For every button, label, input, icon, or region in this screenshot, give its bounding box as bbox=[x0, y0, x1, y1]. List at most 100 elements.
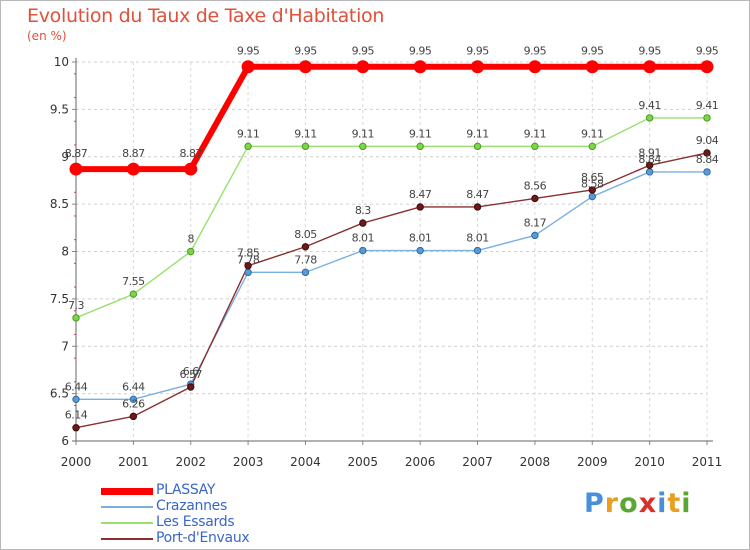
data-point bbox=[359, 246, 367, 255]
data-point bbox=[703, 114, 711, 122]
data-point bbox=[301, 142, 310, 151]
x-tick-label: 2004 bbox=[290, 455, 321, 469]
data-point bbox=[473, 142, 482, 151]
logo-letter: i bbox=[657, 488, 668, 519]
logo-letter: i bbox=[681, 488, 692, 519]
data-point bbox=[126, 162, 140, 176]
data-label: 9.41 bbox=[638, 99, 661, 112]
data-point bbox=[72, 395, 80, 404]
data-label: 7.78 bbox=[237, 253, 260, 266]
data-label: 8 bbox=[187, 233, 194, 246]
data-label: 8.91 bbox=[638, 146, 661, 159]
data-point bbox=[187, 383, 195, 391]
logo-letter: t bbox=[667, 488, 682, 519]
data-label: 7.3 bbox=[68, 299, 84, 312]
y-tick-label: 8 bbox=[61, 245, 69, 259]
x-tick-label: 2001 bbox=[118, 455, 149, 469]
data-point bbox=[645, 114, 654, 122]
legend-item: PLASSAY bbox=[101, 482, 341, 499]
legend-item: Port-d'Envaux bbox=[101, 530, 341, 547]
data-label: 9.11 bbox=[409, 127, 432, 140]
data-label: 9.11 bbox=[294, 127, 317, 140]
data-label: 9.11 bbox=[466, 127, 489, 140]
y-tick-label: 7 bbox=[61, 339, 69, 353]
data-point bbox=[588, 192, 596, 201]
data-label: 9.11 bbox=[352, 127, 375, 140]
data-point bbox=[413, 60, 427, 74]
data-label: 9.95 bbox=[466, 45, 489, 58]
data-label: 8.17 bbox=[524, 216, 547, 229]
data-point bbox=[416, 246, 424, 255]
legend-label: Port-d'Envaux bbox=[156, 530, 250, 546]
x-tick-label: 2005 bbox=[348, 455, 379, 469]
legend-swatch bbox=[101, 487, 153, 495]
data-label: 9.41 bbox=[696, 99, 719, 112]
data-point bbox=[129, 290, 138, 298]
data-label: 9.95 bbox=[696, 45, 719, 58]
y-tick-label: 9.5 bbox=[50, 102, 69, 116]
data-label: 9.95 bbox=[581, 45, 604, 58]
data-point bbox=[531, 231, 539, 240]
x-tick-label: 2007 bbox=[462, 455, 493, 469]
data-label: 8.47 bbox=[466, 188, 489, 201]
data-point bbox=[643, 60, 657, 74]
data-point bbox=[301, 243, 310, 251]
data-point bbox=[473, 203, 482, 211]
data-label: 8.65 bbox=[581, 171, 604, 184]
y-tick-label: 9 bbox=[61, 150, 69, 164]
plot-area bbox=[76, 62, 707, 441]
data-label: 9.11 bbox=[581, 127, 604, 140]
logo-letter: x bbox=[638, 488, 658, 519]
data-label: 7.55 bbox=[122, 275, 145, 288]
data-label: 9.95 bbox=[352, 45, 375, 58]
legend-item: Les Essards bbox=[101, 514, 341, 531]
data-point bbox=[298, 60, 312, 74]
data-point bbox=[645, 168, 654, 176]
data-point bbox=[471, 60, 485, 74]
data-point bbox=[588, 186, 596, 194]
y-unit-label: (en %) bbox=[27, 29, 67, 43]
data-point bbox=[244, 262, 252, 270]
data-label: 6.6 bbox=[183, 365, 199, 378]
data-label: 8.01 bbox=[409, 232, 432, 245]
chart-title: Evolution du Taux de Taxe d'Habitation bbox=[27, 5, 385, 27]
x-tick-label: 2000 bbox=[61, 455, 92, 469]
data-point bbox=[703, 168, 711, 176]
logo-letter: P bbox=[584, 488, 605, 519]
data-label: 9.95 bbox=[638, 45, 661, 58]
data-point bbox=[244, 268, 252, 277]
y-tick-label: 8.5 bbox=[50, 197, 69, 211]
data-point bbox=[645, 161, 654, 169]
data-label: 8.01 bbox=[466, 232, 489, 245]
legend-item: Crazannes bbox=[101, 498, 341, 515]
data-point bbox=[301, 268, 310, 277]
legend-label: PLASSAY bbox=[156, 482, 216, 498]
data-label: 9.95 bbox=[524, 45, 547, 58]
legend-label: Les Essards bbox=[156, 514, 235, 530]
x-tick-label: 2002 bbox=[175, 455, 206, 469]
data-label: 8.47 bbox=[409, 188, 432, 201]
data-label: 9.04 bbox=[696, 134, 719, 147]
x-tick-label: 2010 bbox=[634, 455, 665, 469]
data-label: 9.95 bbox=[237, 45, 260, 58]
y-tick-label: 10 bbox=[54, 55, 69, 69]
series-line-2 bbox=[75, 117, 707, 319]
data-point bbox=[700, 60, 714, 74]
data-label: 9.95 bbox=[294, 45, 317, 58]
legend-label: Crazannes bbox=[156, 498, 227, 514]
data-label: 8.87 bbox=[179, 147, 202, 160]
legend: PLASSAY Crazannes Les Essards Port-d'Envaux bbox=[101, 482, 341, 547]
data-point bbox=[359, 219, 367, 227]
data-point bbox=[585, 60, 599, 74]
data-point bbox=[528, 60, 542, 74]
data-point bbox=[531, 194, 539, 203]
data-label: 6.14 bbox=[65, 409, 88, 422]
data-label: 8.05 bbox=[294, 228, 317, 241]
x-tick-label: 2003 bbox=[233, 455, 264, 469]
data-point bbox=[241, 60, 255, 74]
data-point bbox=[184, 162, 198, 176]
x-tick-label: 2009 bbox=[577, 455, 608, 469]
data-label: 7.85 bbox=[237, 247, 260, 260]
data-point bbox=[356, 60, 370, 74]
